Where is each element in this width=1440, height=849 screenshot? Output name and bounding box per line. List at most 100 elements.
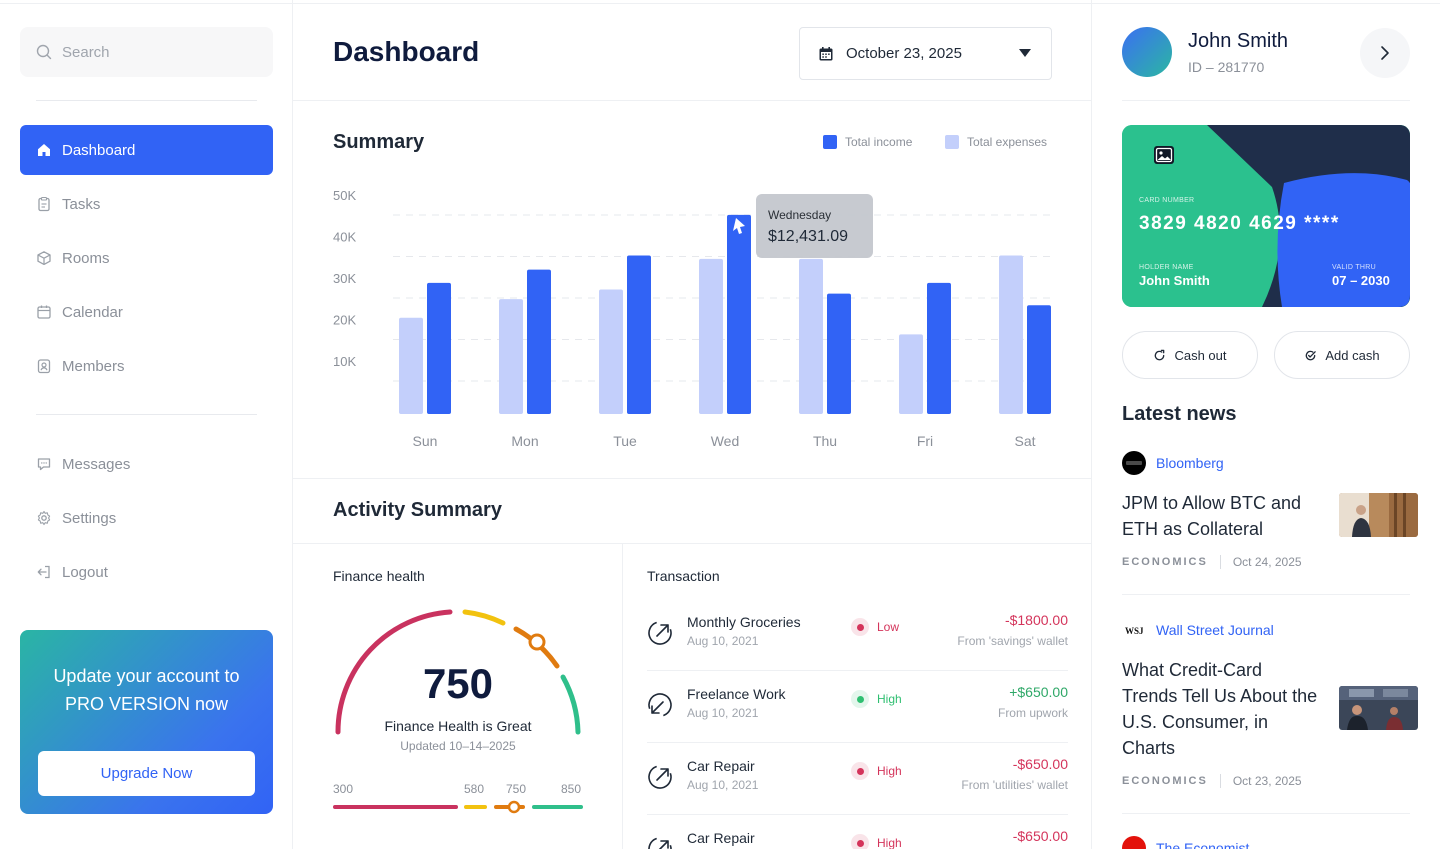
finance-health-title: Finance health <box>333 568 425 584</box>
section-divider <box>293 543 1092 544</box>
section-divider <box>293 478 1092 479</box>
transaction-name: Car Repair <box>687 758 755 774</box>
sidebar-item-label: Dashboard <box>62 141 136 159</box>
latest-news-title: Latest news <box>1122 403 1237 425</box>
credit-card[interactable]: CARD NUMBER 3829 4820 4629 **** HOLDER N… <box>1122 125 1410 307</box>
profile-next-button[interactable] <box>1360 28 1410 78</box>
x-tick-label: Wed <box>711 433 740 449</box>
meta-separator <box>1219 555 1221 569</box>
sidebar-item-settings[interactable]: Settings <box>20 493 273 543</box>
priority-badge: Low <box>851 618 899 636</box>
card-valid: 07 – 2030 <box>1332 273 1390 288</box>
bloomberg-logo-icon <box>1122 451 1146 475</box>
news-category: ECONOMICS <box>1122 556 1208 568</box>
priority-dot <box>851 762 869 780</box>
news-thumbnail[interactable] <box>1339 686 1418 730</box>
transaction-row[interactable]: Car Repair Aug 10, 2021 High -$650.00 From '… <box>647 744 1068 816</box>
transaction-source: From upwork <box>997 706 1068 720</box>
x-tick-label: Sun <box>413 433 438 449</box>
bar-expenses <box>399 317 423 414</box>
scale-label: 750 <box>506 782 527 796</box>
scale-label: 850 <box>561 782 582 796</box>
section-divider <box>293 100 1092 101</box>
news-divider <box>1122 594 1410 595</box>
upgrade-now-button[interactable]: Upgrade Now <box>38 751 255 796</box>
news-meta: ECONOMICS Oct 23, 2025 <box>1122 774 1302 788</box>
sidebar: Dashboard Tasks Rooms Calendar Members M… <box>0 0 293 849</box>
panel-divider <box>622 543 623 849</box>
news-category: ECONOMICS <box>1122 775 1208 787</box>
legend-income: Total income <box>823 135 912 149</box>
transaction-name: Car Repair <box>687 830 755 846</box>
date-picker[interactable]: October 23, 2025 <box>799 27 1052 80</box>
finance-score: 750 <box>422 660 494 707</box>
button-label: Cash out <box>1174 347 1227 363</box>
sidebar-item-label: Rooms <box>62 249 110 267</box>
image-icon <box>1154 146 1174 164</box>
bar-income <box>527 269 551 414</box>
sidebar-item-tasks[interactable]: Tasks <box>20 179 273 229</box>
scale-label: 300 <box>333 782 354 796</box>
arrow-out-icon <box>648 837 672 849</box>
news-divider <box>1122 813 1410 814</box>
news-source[interactable]: The Economist <box>1122 836 1249 849</box>
promo-line: PRO VERSION now <box>64 694 229 714</box>
chart-tooltip <box>756 194 873 258</box>
svg-text:WSJ: WSJ <box>1125 626 1143 635</box>
x-tick-label: Fri <box>917 433 933 449</box>
avatar[interactable] <box>1122 27 1172 77</box>
promo-line: Update your account to <box>53 666 240 686</box>
legend-expenses: Total expenses <box>945 135 1047 149</box>
finance-updated: Updated 10–14–2025 <box>400 739 516 753</box>
transaction-row[interactable]: Freelance Work Aug 10, 2021 High +$650.00 Fr… <box>647 672 1068 744</box>
card-valid-label: VALID THRU <box>1332 264 1376 271</box>
calendar-icon <box>37 305 51 319</box>
priority-dot <box>851 834 869 849</box>
cash-out-button[interactable]: Cash out <box>1122 331 1258 379</box>
id-badge-icon <box>37 359 51 374</box>
news-source[interactable]: Bloomberg <box>1122 451 1224 475</box>
bar-expenses <box>999 255 1023 414</box>
sidebar-item-rooms[interactable]: Rooms <box>20 233 273 283</box>
bar-expenses <box>499 299 523 414</box>
sidebar-item-messages[interactable]: Messages <box>20 439 273 489</box>
y-tick-label: 20K <box>333 313 356 328</box>
upgrade-promo: Update your account to PRO VERSION now U… <box>20 630 273 814</box>
x-tick-label: Tue <box>613 433 637 449</box>
bar-income <box>827 293 851 414</box>
legend-label: Total income <box>845 135 913 149</box>
sidebar-item-dashboard[interactable]: Dashboard <box>20 125 273 175</box>
search-input[interactable] <box>62 43 262 61</box>
sidebar-item-label: Messages <box>62 455 131 473</box>
transaction-source: From 'utilities' wallet <box>961 778 1068 792</box>
cash-out-icon <box>1155 349 1165 360</box>
bar-expenses <box>599 289 623 414</box>
sidebar-item-logout[interactable]: Logout <box>20 547 273 597</box>
sidebar-item-calendar[interactable]: Calendar <box>20 287 273 337</box>
news-source[interactable]: WSJ Wall Street Journal <box>1122 618 1274 642</box>
news-headline[interactable]: JPM to Allow BTC and ETH as Collateral <box>1122 493 1302 539</box>
promo-text: Update your account to PRO VERSION now <box>20 662 273 718</box>
summary-bar-chart: 50K 40K 30K 20K 10K Sun Mon Tue Wed Thu Fri Sat Wedn… <box>333 188 1053 449</box>
transaction-row[interactable]: Monthly Groceries Aug 10, 2021 Low -$1800.0… <box>647 600 1068 672</box>
sidebar-item-label: Tasks <box>62 195 101 213</box>
sidebar-item-members[interactable]: Members <box>20 341 273 391</box>
sidebar-item-label: Logout <box>62 563 108 581</box>
x-tick-label: Sat <box>1014 433 1035 449</box>
transaction-row[interactable]: Car Repair High -$650.00 <box>647 816 1068 849</box>
add-cash-button[interactable]: Add cash <box>1274 331 1410 379</box>
finance-scale-bar <box>333 800 583 814</box>
y-tick-label: 50K <box>333 188 356 203</box>
summary-title: Summary <box>333 131 425 153</box>
news-headline[interactable]: What Credit-Card Trends Tell Us About th… <box>1122 660 1318 758</box>
transaction-date: Aug 10, 2021 <box>687 706 759 720</box>
priority-label: High <box>877 692 902 706</box>
legend-swatch-income <box>823 135 837 149</box>
transaction-name: Monthly Groceries <box>687 614 801 630</box>
bar-income <box>1027 305 1051 414</box>
news-thumbnail[interactable] <box>1339 493 1418 537</box>
search-box[interactable] <box>20 27 273 77</box>
section-divider <box>1122 100 1410 101</box>
top-border <box>0 0 1440 4</box>
priority-badge: High <box>851 762 902 780</box>
